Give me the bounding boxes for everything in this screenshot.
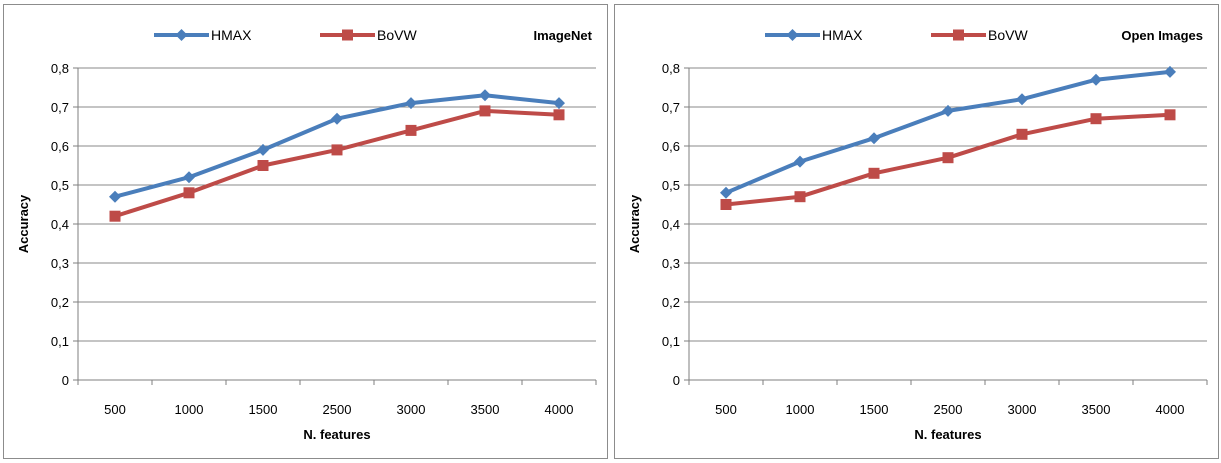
data-point-hmax	[794, 155, 806, 168]
data-point-hmax	[1016, 93, 1028, 106]
y-tick-label: 0,5	[51, 178, 69, 193]
x-tick-label: 1000	[175, 402, 204, 417]
legend-marker-bovw	[953, 29, 964, 41]
data-point-hmax	[479, 89, 491, 102]
y-tick-label: 0,3	[51, 256, 69, 271]
legend-marker-hmax	[175, 29, 188, 41]
y-tick-label: 0,1	[662, 334, 680, 349]
x-tick-label: 2500	[323, 402, 352, 417]
chart-title: Open Images	[1121, 28, 1203, 43]
x-axis-title: N. features	[914, 427, 981, 442]
data-point-hmax	[868, 132, 880, 145]
data-point-hmax	[553, 97, 565, 110]
data-point-bovw	[1016, 128, 1028, 140]
x-tick-label: 3500	[1082, 402, 1111, 417]
data-point-bovw	[479, 105, 491, 117]
legend-label-hmax: HMAX	[822, 27, 863, 43]
data-point-bovw	[553, 109, 565, 121]
y-tick-label: 0,7	[51, 100, 69, 115]
legend-label-bovw: BoVW	[377, 27, 417, 43]
y-tick-label: 0,1	[51, 334, 69, 349]
y-tick-label: 0,6	[662, 139, 680, 154]
y-tick-label: 0,8	[662, 61, 680, 76]
y-tick-label: 0,7	[662, 100, 680, 115]
y-tick-label: 0,4	[51, 217, 69, 232]
data-point-hmax	[331, 112, 343, 125]
data-point-bovw	[942, 152, 954, 164]
data-point-hmax	[942, 104, 954, 117]
x-tick-label: 3000	[1008, 402, 1037, 417]
y-tick-label: 0,4	[662, 217, 680, 232]
data-point-bovw	[794, 191, 806, 203]
data-point-bovw	[1090, 113, 1102, 125]
data-point-bovw	[109, 210, 121, 222]
data-point-bovw	[720, 199, 732, 210]
data-point-hmax	[720, 186, 732, 199]
y-axis-title: Accuracy	[627, 194, 642, 253]
x-tick-label: 4000	[545, 402, 574, 417]
y-tick-label: 0,8	[51, 61, 69, 76]
data-point-bovw	[1164, 109, 1176, 121]
y-tick-label: 0,3	[662, 256, 680, 271]
chart-title: ImageNet	[533, 28, 592, 43]
y-tick-label: 0,2	[51, 295, 69, 310]
x-tick-label: 4000	[1156, 402, 1185, 417]
x-tick-label: 3500	[471, 402, 500, 417]
data-point-bovw	[183, 187, 195, 199]
y-tick-label: 0,2	[662, 295, 680, 310]
legend-marker-bovw	[342, 29, 353, 41]
line-chart-imagenet: 0 0,1 0,2 0,3 0,4 0,5 0,6 0,7 0,8 500 1000 1500 2500…	[16, 27, 597, 442]
x-tick-label: 1500	[860, 402, 889, 417]
x-axis-title: N. features	[303, 427, 370, 442]
data-point-hmax	[405, 97, 417, 110]
x-tick-label: 500	[104, 402, 126, 417]
data-point-hmax	[109, 190, 121, 203]
series-line-hmax	[725, 69, 1171, 195]
data-point-bovw	[331, 144, 343, 156]
x-tick-label: 1500	[249, 402, 278, 417]
chart-panel-open-images: 0 0,1 0,2 0,3 0,4 0,5 0,6 0,7 0,8 500 1000 1500 2500…	[614, 4, 1219, 459]
data-point-hmax	[183, 171, 195, 184]
legend-marker-hmax	[786, 29, 799, 41]
data-point-hmax	[1090, 73, 1102, 86]
x-tick-label: 500	[715, 402, 737, 417]
x-tick-label: 3000	[397, 402, 426, 417]
legend-label-hmax: HMAX	[211, 27, 252, 43]
series-line-bovw	[114, 108, 560, 219]
x-tick-label: 2500	[934, 402, 963, 417]
y-tick-label: 0,5	[662, 178, 680, 193]
line-chart-open-images: 0 0,1 0,2 0,3 0,4 0,5 0,6 0,7 0,8 500 1000 1500 2500…	[627, 27, 1208, 442]
legend-label-bovw: BoVW	[988, 27, 1028, 43]
chart-panel-imagenet: 0 0,1 0,2 0,3 0,4 0,5 0,6 0,7 0,8 500 1000 1500 2500…	[3, 4, 608, 459]
data-point-bovw	[405, 124, 417, 136]
data-point-hmax	[1164, 65, 1176, 78]
data-point-bovw	[868, 167, 880, 179]
y-axis-title: Accuracy	[16, 194, 31, 253]
x-tick-label: 1000	[786, 402, 815, 417]
y-tick-label: 0	[673, 373, 680, 388]
data-point-hmax	[257, 143, 269, 156]
y-tick-label: 0	[62, 373, 69, 388]
data-point-bovw	[257, 160, 269, 171]
y-tick-label: 0,6	[51, 139, 69, 154]
